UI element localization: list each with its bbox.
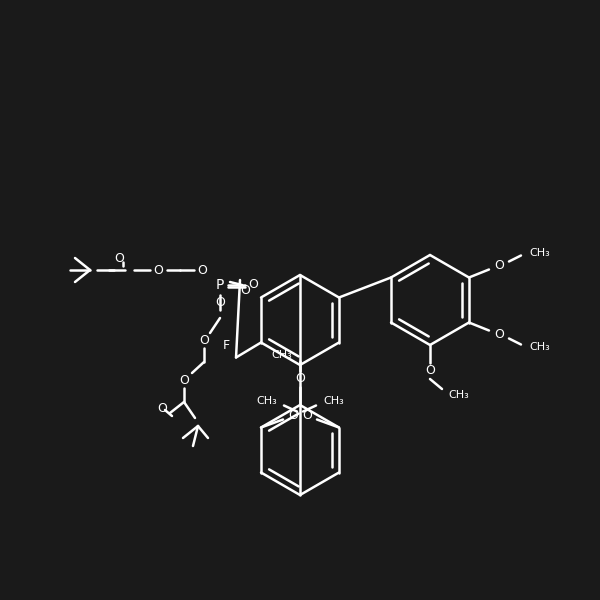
Text: CH₃: CH₃ [256, 397, 277, 407]
Text: O: O [199, 334, 209, 346]
Text: O: O [114, 251, 124, 265]
Text: O: O [240, 283, 250, 296]
Text: O: O [302, 409, 312, 422]
Text: O: O [494, 259, 504, 272]
Text: O: O [248, 278, 258, 292]
Text: P: P [216, 278, 224, 292]
Text: CH₃: CH₃ [448, 390, 469, 400]
Text: O: O [153, 263, 163, 277]
Text: O: O [179, 373, 189, 386]
Text: CH₃: CH₃ [271, 350, 292, 360]
Text: O: O [494, 328, 504, 341]
Text: O: O [197, 263, 207, 277]
Text: O: O [288, 409, 298, 422]
Text: CH₃: CH₃ [323, 397, 344, 407]
Text: F: F [223, 339, 230, 352]
Text: CH₃: CH₃ [529, 343, 550, 352]
Text: O: O [425, 364, 435, 377]
Text: O: O [215, 296, 225, 310]
Text: CH₃: CH₃ [529, 247, 550, 257]
Text: O: O [157, 401, 167, 415]
Text: O: O [295, 373, 305, 385]
